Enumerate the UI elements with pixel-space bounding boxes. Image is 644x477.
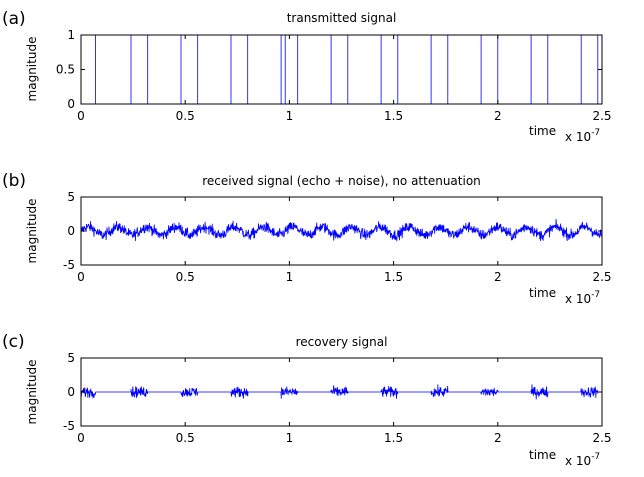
x-axis-exponent: x 10-7 [565, 452, 600, 468]
x-axis-label: time [529, 286, 556, 300]
series-line [81, 384, 602, 399]
y-tick-label: -5 [63, 419, 75, 433]
x-exponent-base: x 10 [565, 292, 591, 306]
x-axis-label: time [529, 448, 556, 462]
series-line [81, 219, 602, 241]
series-line [81, 35, 602, 104]
x-exponent-base: x 10 [565, 454, 591, 468]
y-tick-label: 0 [67, 97, 75, 111]
y-tick-label: 0 [67, 385, 75, 399]
panels: (a) transmitted signal 0 0.5 1 1.5 2 2.5 0 0.5 1 ti… [2, 9, 612, 468]
y-tick-label: 0 [67, 224, 75, 238]
y-tick-label: 5 [67, 190, 75, 204]
y-tick-label: -5 [63, 258, 75, 272]
panel-label: (b) [2, 171, 26, 191]
x-tick-label: 2 [494, 431, 502, 445]
x-tick-label: 1 [286, 270, 294, 284]
x-tick-label: 0 [77, 109, 85, 123]
panel-b: (b) received signal (echo + noise), no at… [2, 171, 612, 306]
y-tick-label: 5 [67, 351, 75, 365]
x-tick-label: 0 [77, 270, 85, 284]
x-tick-label: 0.5 [176, 109, 195, 123]
y-axis-label: magnitude [25, 37, 39, 102]
x-tick-label: 2.5 [592, 109, 611, 123]
x-tick-label: 2.5 [592, 431, 611, 445]
x-axis-exponent: x 10-7 [565, 128, 600, 144]
x-tick-label: 1.5 [384, 431, 403, 445]
chart-title: received signal (echo + noise), no atten… [202, 174, 481, 188]
panel-label: (c) [2, 332, 25, 352]
x-exponent-power: -7 [591, 290, 600, 300]
y-axis-label: magnitude [25, 199, 39, 264]
x-tick-label: 0.5 [176, 270, 195, 284]
chart-title: transmitted signal [287, 11, 397, 25]
panel-label: (a) [2, 9, 26, 29]
x-exponent-base: x 10 [565, 130, 591, 144]
chart-title: recovery signal [296, 335, 388, 349]
x-tick-label: 1.5 [384, 109, 403, 123]
x-axis-label: time [529, 124, 556, 138]
x-tick-label: 2 [494, 109, 502, 123]
y-tick-label: 0.5 [56, 63, 75, 77]
x-tick-label: 1 [286, 109, 294, 123]
x-exponent-power: -7 [591, 128, 600, 138]
panel-a: (a) transmitted signal 0 0.5 1 1.5 2 2.5 0 0.5 1 ti… [2, 9, 612, 144]
x-tick-label: 2 [494, 270, 502, 284]
x-tick-label: 0 [77, 431, 85, 445]
x-tick-label: 1 [286, 431, 294, 445]
y-axis-label: magnitude [25, 360, 39, 425]
x-axis-exponent: x 10-7 [565, 290, 600, 306]
x-tick-label: 1.5 [384, 270, 403, 284]
plot-frame [81, 35, 602, 104]
x-tick-label: 2.5 [592, 270, 611, 284]
x-exponent-power: -7 [591, 452, 600, 462]
x-tick-label: 0.5 [176, 431, 195, 445]
y-tick-label: 1 [67, 28, 75, 42]
